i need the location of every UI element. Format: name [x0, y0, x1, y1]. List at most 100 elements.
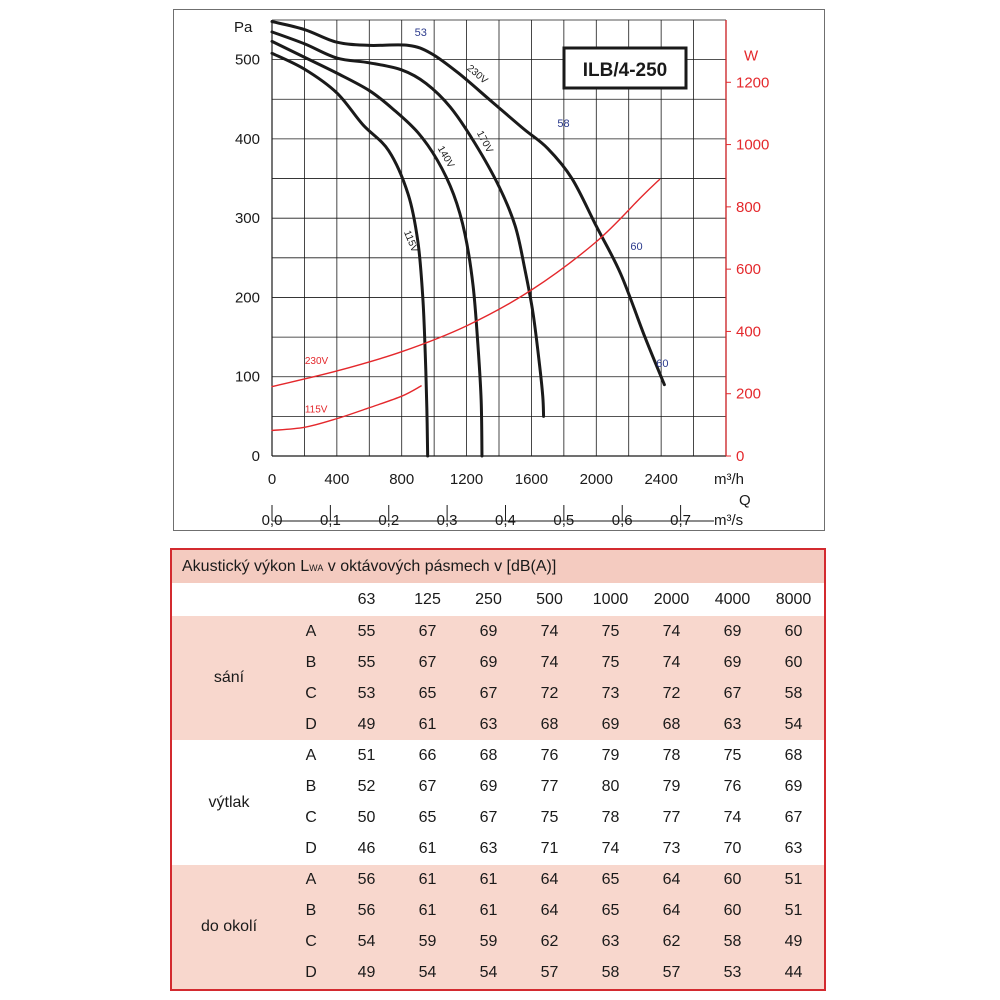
- pressure-curve-label: 170V: [474, 129, 495, 155]
- power-curve-label: 230V: [305, 356, 329, 367]
- table-cell: 67: [458, 802, 519, 834]
- table-cell: 61: [458, 864, 519, 896]
- pressure-curve-230v: [270, 20, 666, 387]
- table-cell: 75: [702, 740, 763, 772]
- flow-tick-label: 0,2: [378, 512, 399, 529]
- table-cell: 61: [397, 895, 458, 927]
- table-cell: 69: [580, 709, 641, 741]
- table-cell: 54: [763, 709, 824, 741]
- table-cell: 62: [519, 926, 580, 958]
- table-row: výtlak A 51 66 68 76 79 78 75 68: [172, 740, 824, 865]
- table-cell: 51: [763, 895, 824, 927]
- acoustic-table: Akustický výkon LWA v oktávových pásmech…: [172, 550, 824, 989]
- table-cell: 69: [458, 771, 519, 803]
- table-cell: 67: [702, 678, 763, 710]
- table-cell: 60: [763, 647, 824, 679]
- table-cell: 79: [580, 740, 641, 772]
- y-tick-label: 500: [235, 52, 260, 69]
- table-cell: 67: [458, 678, 519, 710]
- series: [270, 20, 666, 458]
- table-cell: 44: [763, 957, 824, 989]
- y-axis-label: Pa: [234, 19, 253, 36]
- table-cell: 65: [397, 678, 458, 710]
- table-cell: 74: [641, 647, 702, 679]
- table-cell: 70: [702, 833, 763, 865]
- table-cell: 68: [641, 709, 702, 741]
- table-cell: 51: [336, 740, 397, 772]
- efficiency-annotation: 60: [656, 358, 668, 370]
- pressure-curve-140v: [270, 39, 484, 458]
- row-label: D: [286, 709, 336, 741]
- group-label: sání: [172, 616, 286, 741]
- table-cell: 75: [519, 802, 580, 834]
- header-spacer: [286, 583, 336, 617]
- x-tick-label: 400: [324, 471, 349, 488]
- table-cell: 67: [397, 616, 458, 648]
- frequency-header: 4000: [702, 583, 763, 617]
- table-row: D 49 61 63 68 69 68 63 54: [172, 709, 824, 741]
- group-label: výtlak: [172, 740, 286, 865]
- table-cell: 55: [336, 647, 397, 679]
- table-cell: 74: [519, 647, 580, 679]
- table-cell: 49: [763, 926, 824, 958]
- flow-tick-label: 0,1: [320, 512, 341, 529]
- table-cell: 61: [397, 709, 458, 741]
- chart-svg: 0100200300400500Pa020040060080010001200W…: [234, 19, 769, 529]
- flow-axis-unit: m³/s: [714, 512, 743, 529]
- row-label: B: [286, 895, 336, 927]
- x-axis-unit: m³/h: [714, 471, 744, 488]
- power-curve-230v: [271, 178, 661, 388]
- frequency-header: 8000: [763, 583, 824, 617]
- table-row: D 49 54 54 57 58 57 53 44: [172, 957, 824, 989]
- table-cell: 69: [458, 616, 519, 648]
- table-cell: 63: [763, 833, 824, 865]
- power-tick-label: 1200: [736, 74, 769, 91]
- table-cell: 77: [641, 802, 702, 834]
- table-cell: 65: [580, 864, 641, 896]
- table-cell: 55: [336, 616, 397, 648]
- table-cell: 69: [763, 771, 824, 803]
- table-cell: 58: [763, 678, 824, 710]
- power-axis-label: W: [744, 47, 759, 64]
- frequency-header: 500: [519, 583, 580, 617]
- row-label: A: [286, 740, 336, 772]
- power-tick-label: 600: [736, 261, 761, 278]
- table-row: C 53 65 67 72 73 72 67 58: [172, 678, 824, 710]
- table-cell: 49: [336, 957, 397, 989]
- table-cell: 60: [702, 864, 763, 896]
- table-cell: 74: [641, 616, 702, 648]
- table-row: B 55 67 69 74 75 74 69 60: [172, 647, 824, 679]
- row-label: D: [286, 833, 336, 865]
- power-tick-label: 400: [736, 323, 761, 340]
- power-tick-label: 200: [736, 386, 761, 403]
- row-label: D: [286, 957, 336, 989]
- x-tick-label: 0: [268, 471, 276, 488]
- table-cell: 67: [397, 771, 458, 803]
- table-cell: 72: [641, 678, 702, 710]
- table-cell: 74: [519, 616, 580, 648]
- table-cell: 56: [336, 864, 397, 896]
- table-cell: 58: [580, 957, 641, 989]
- x-tick-label: 800: [389, 471, 414, 488]
- table-title: Akustický výkon LWA v oktávových pásmech…: [172, 550, 824, 584]
- table-title-subscript: WA: [309, 562, 324, 573]
- table-cell: 73: [641, 833, 702, 865]
- grid: [271, 19, 727, 457]
- row-label: C: [286, 802, 336, 834]
- y-tick-label: 100: [235, 369, 260, 386]
- row-label: B: [286, 647, 336, 679]
- model-title: ILB/4-250: [583, 60, 667, 81]
- table-cell: 64: [519, 864, 580, 896]
- frequency-header: 1000: [580, 583, 641, 617]
- acoustic-power-table: Akustický výkon LWA v oktávových pásmech…: [170, 548, 826, 991]
- table-cell: 61: [397, 864, 458, 896]
- efficiency-annotation: 60: [630, 241, 642, 253]
- row-label: C: [286, 926, 336, 958]
- x-tick-label: 2000: [580, 471, 613, 488]
- row-label: C: [286, 678, 336, 710]
- table-cell: 68: [519, 709, 580, 741]
- table-cell: 73: [580, 678, 641, 710]
- table-cell: 69: [702, 647, 763, 679]
- flow-axis-label: Q: [739, 492, 751, 509]
- table-row: C 50 65 67 75 78 77 74 67: [172, 802, 824, 834]
